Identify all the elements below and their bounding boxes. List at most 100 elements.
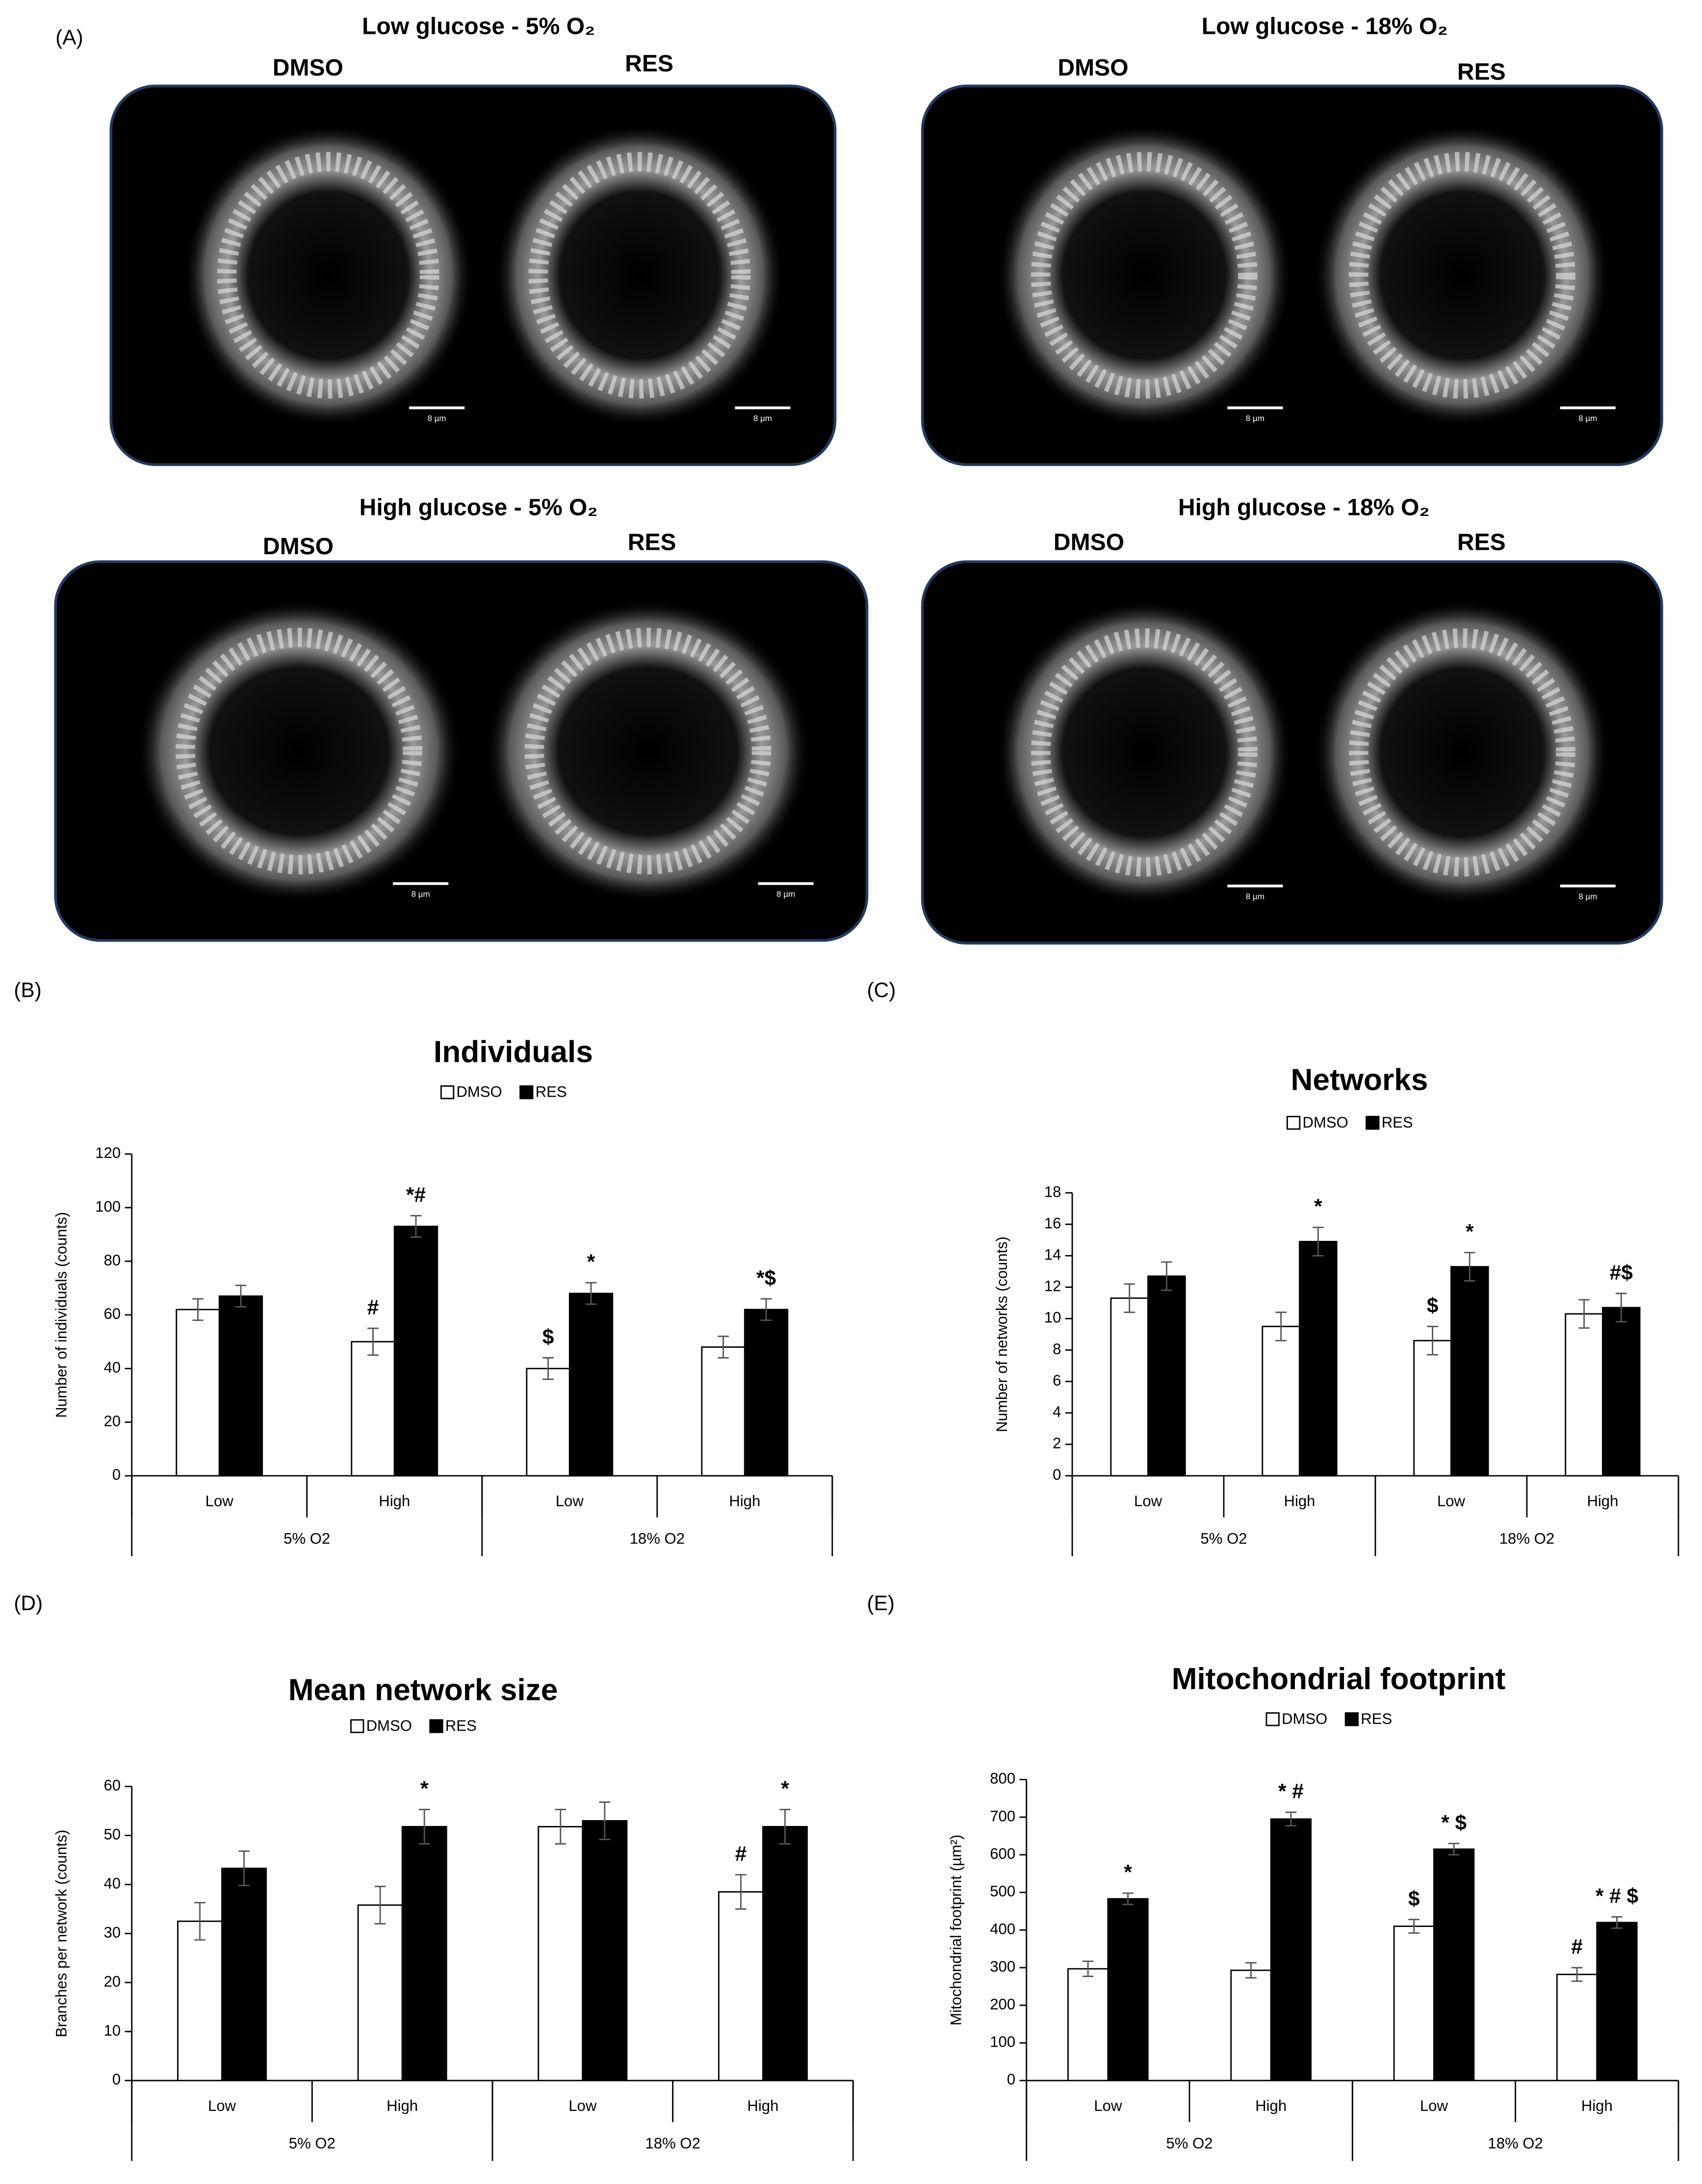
panel-label: (C) <box>867 978 896 1002</box>
bar <box>1413 1339 1452 1477</box>
legend-label: DMSO <box>366 1717 412 1734</box>
group-label: 5% O2 <box>1166 2134 1213 2152</box>
x-tick-label: High <box>729 1492 760 1510</box>
y-tick-label: 500 <box>990 1883 1015 1900</box>
legend-swatch <box>519 1085 534 1100</box>
image-label: RES <box>1457 529 1506 555</box>
scale-bar-label: 8 µm <box>1578 414 1597 423</box>
y-tick-label: 20 <box>103 1973 121 1990</box>
scale-bar-label: 8 µm <box>753 414 772 423</box>
significance-label: * <box>781 1777 789 1800</box>
significance-label: * $ <box>1441 1811 1467 1834</box>
significance-label: * # <box>1278 1780 1304 1803</box>
group-label: 5% O2 <box>289 2134 335 2152</box>
x-tick-label: High <box>387 2097 418 2114</box>
significance-label: $ <box>1427 1294 1439 1317</box>
image-label: DMSO <box>1054 529 1124 555</box>
image-title: Low glucose - 18% O₂ <box>1202 13 1448 39</box>
x-tick-label: Low <box>1437 1492 1466 1510</box>
y-tick-label: 80 <box>103 1252 121 1269</box>
image-label: RES <box>1457 59 1506 85</box>
y-tick-label: 12 <box>1044 1278 1061 1295</box>
bar <box>1450 1266 1489 1477</box>
y-tick-label: 200 <box>990 1996 1015 2013</box>
x-tick-label: High <box>1581 2097 1613 2114</box>
group-label: 18% O2 <box>645 2134 700 2152</box>
bar <box>526 1367 570 1477</box>
bar <box>1393 1926 1435 2081</box>
mitochondria <box>1349 628 1575 877</box>
y-tick-label: 18 <box>1044 1183 1061 1200</box>
y-tick-label: 10 <box>103 2022 121 2039</box>
legend-swatch <box>1286 1116 1301 1130</box>
significance-label: $ <box>1408 1887 1420 1910</box>
x-tick-label: Low <box>1094 2097 1122 2114</box>
mitochondria <box>524 627 772 874</box>
bar <box>1556 1974 1598 2081</box>
cell <box>485 599 810 903</box>
x-tick-label: Low <box>206 1492 234 1510</box>
bar <box>357 1904 403 2081</box>
significance-label: * # $ <box>1596 1884 1638 1907</box>
significance-label: * <box>1314 1195 1322 1218</box>
y-tick-label: 300 <box>990 1958 1015 1975</box>
mitochondria <box>1349 152 1575 399</box>
bar <box>582 1820 628 2081</box>
bar <box>1596 1922 1638 2081</box>
significance-label: * <box>420 1777 429 1800</box>
y-tick-label: 40 <box>103 1875 121 1892</box>
y-tick-label: 100 <box>95 1198 121 1215</box>
legend-label: RES <box>1382 1114 1413 1131</box>
panel-label: (A) <box>55 26 83 49</box>
y-axis-label: Number of networks (counts) <box>993 1236 1010 1432</box>
bar <box>218 1295 263 1477</box>
significance-label: *$ <box>756 1266 776 1289</box>
legend-label: DMSO <box>1303 1114 1348 1131</box>
y-tick-label: 60 <box>103 1777 121 1794</box>
legend-label: DMSO <box>1282 1710 1327 1727</box>
y-tick-label: 40 <box>103 1359 121 1376</box>
bar <box>538 1826 584 2081</box>
x-tick-label: Low <box>208 2097 236 2114</box>
mitochondria <box>176 627 422 874</box>
mitochondria <box>1031 628 1258 877</box>
y-tick-label: 700 <box>990 1807 1015 1824</box>
mitochondria <box>1031 152 1258 399</box>
cell <box>136 599 462 903</box>
bar <box>744 1309 789 1477</box>
y-tick-label: 10 <box>1044 1309 1061 1326</box>
image-title: Low glucose - 5% O₂ <box>362 13 595 39</box>
image-label: DMSO <box>263 533 334 560</box>
group-label: 18% O2 <box>630 1530 685 1547</box>
y-tick-label: 600 <box>990 1845 1015 1862</box>
y-tick-label: 800 <box>990 1770 1015 1787</box>
bar <box>177 1920 223 2081</box>
chart-title: Mitochondrial footprint <box>1172 1662 1506 1696</box>
legend-swatch <box>1366 1116 1380 1130</box>
bar <box>1299 1241 1338 1477</box>
panel-label: (B) <box>14 978 42 1002</box>
panel-label: (D) <box>14 1592 43 1615</box>
cell <box>996 124 1292 427</box>
y-tick-label: 120 <box>95 1144 121 1161</box>
image-title: High glucose - 5% O₂ <box>360 494 598 521</box>
bar <box>1067 1968 1109 2081</box>
legend-swatch <box>440 1085 455 1100</box>
x-tick-label: High <box>1284 1492 1315 1510</box>
mitochondria <box>528 152 751 399</box>
legend-label: RES <box>536 1083 567 1101</box>
y-tick-label: 8 <box>1053 1340 1061 1358</box>
scale-bar-label: 8 µm <box>776 890 795 899</box>
scale-bar-label: 8 µm <box>1246 892 1264 901</box>
y-tick-label: 2 <box>1053 1435 1061 1452</box>
scale-bar-label: 8 µm <box>1246 414 1264 423</box>
y-tick-label: 100 <box>990 2033 1015 2051</box>
group-label: 18% O2 <box>1488 2134 1543 2152</box>
panel-label: (E) <box>867 1592 895 1615</box>
image-label: RES <box>625 51 673 77</box>
bar <box>1262 1326 1300 1477</box>
significance-label: * <box>1466 1220 1474 1243</box>
legend-swatch <box>1344 1712 1359 1726</box>
y-tick-label: 4 <box>1053 1403 1061 1420</box>
bar <box>221 1867 267 2081</box>
